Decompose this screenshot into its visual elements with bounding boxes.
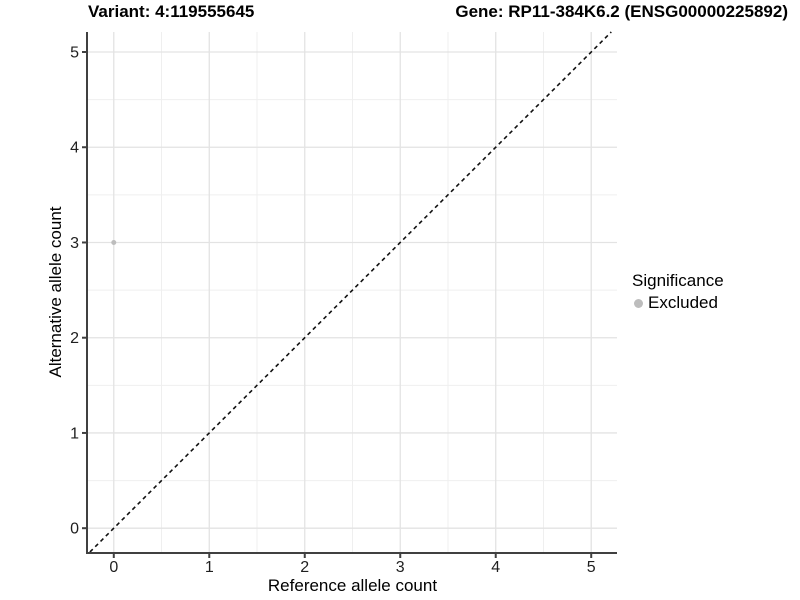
grid-major [88, 32, 617, 552]
data-point [111, 239, 117, 245]
y-tick-label: 5 [70, 45, 79, 62]
y-tick-label: 1 [70, 425, 79, 442]
x-tick-label: 5 [587, 559, 596, 576]
grid-minor [88, 32, 617, 552]
identity-line [89, 31, 612, 553]
x-axis-title: Reference allele count [267, 576, 438, 595]
y-axis-title: Alternative allele count [46, 206, 65, 378]
x-tick-label: 3 [396, 559, 405, 576]
gene-title: Gene: RP11-384K6.2 (ENSG00000225892) [455, 2, 788, 21]
x-tick-label: 1 [205, 559, 214, 576]
x-tick-label: 2 [300, 559, 309, 576]
x-tick-label: 4 [491, 559, 500, 576]
axis-lines [86, 32, 617, 554]
excluded-point-swatch [634, 298, 643, 308]
legend: Significance Excluded [630, 271, 724, 313]
axis-ticks [82, 51, 593, 558]
legend-item-label: Excluded [648, 293, 718, 312]
variant-title: Variant: 4:119555645 [88, 2, 255, 21]
x-axis-tick-labels: 0 1 2 3 4 5 [109, 559, 595, 576]
data-points [111, 239, 117, 245]
x-tick-label: 0 [109, 559, 118, 576]
y-tick-label: 4 [70, 140, 79, 157]
y-axis-tick-labels: 0 1 2 3 4 5 [70, 45, 79, 538]
y-tick-label: 2 [70, 330, 79, 347]
legend-item-excluded: Excluded [630, 293, 724, 313]
plot-titles: Variant: 4:119555645 Gene: RP11-384K6.2 … [88, 2, 788, 22]
y-tick-label: 3 [70, 235, 79, 252]
y-tick-label: 0 [70, 521, 79, 538]
legend-title: Significance [632, 271, 724, 290]
